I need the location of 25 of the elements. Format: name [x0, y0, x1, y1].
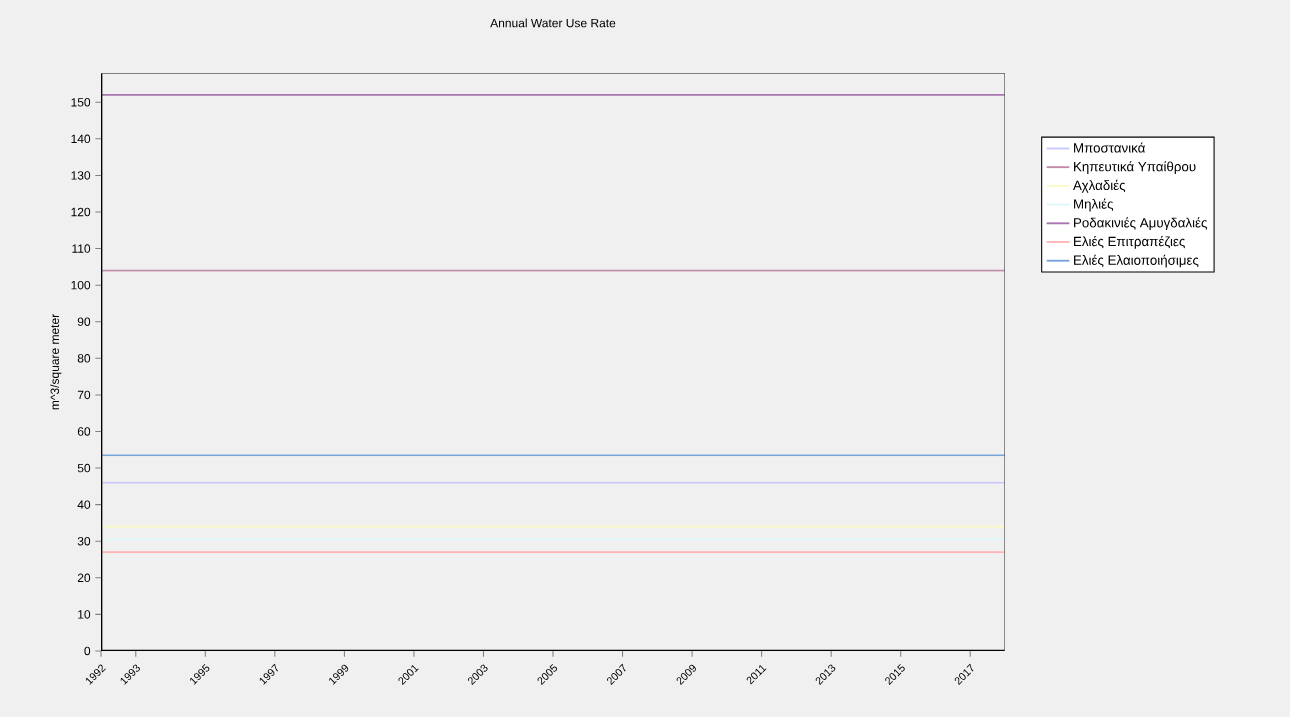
y-axis-title: m^3/square meter	[50, 314, 62, 410]
y-tick-label: 30	[77, 536, 91, 546]
y-tick-label: 130	[71, 171, 91, 180]
legend-label: Κηπευτικά Υπαίθρου	[1074, 161, 1196, 174]
y-tick-label: 80	[77, 354, 91, 363]
y-tick-label: 60	[77, 427, 91, 436]
y-tick-label: 100	[71, 280, 91, 290]
legend-label: Μηλιές	[1074, 198, 1114, 212]
y-tick-label: 150	[71, 98, 91, 107]
y-tick-label: 0	[84, 646, 91, 656]
legend-label: Ελιές Επιτραπέζιες	[1074, 235, 1185, 249]
y-tick-label: 90	[77, 317, 91, 326]
y-tick-label: 140	[71, 134, 91, 144]
legend-label: Ροδακινιές Αμυγδαλιές	[1074, 217, 1207, 231]
y-tick-label: 110	[72, 244, 91, 253]
y-tick-label: 40	[77, 500, 91, 509]
chart-title: Annual Water Use Rate	[490, 18, 616, 28]
legend-label: Αχλαδιές	[1073, 179, 1126, 193]
y-tick-label: 50	[77, 463, 91, 473]
y-tick-label: 70	[77, 390, 91, 400]
legend-label: Μποστανικά	[1074, 142, 1145, 153]
y-tick-label: 20	[77, 573, 91, 583]
y-tick-label: 120	[71, 207, 91, 217]
y-tick-label: 10	[78, 610, 91, 619]
legend-label: Ελιές Ελαιοποιήσιμες	[1074, 254, 1199, 268]
